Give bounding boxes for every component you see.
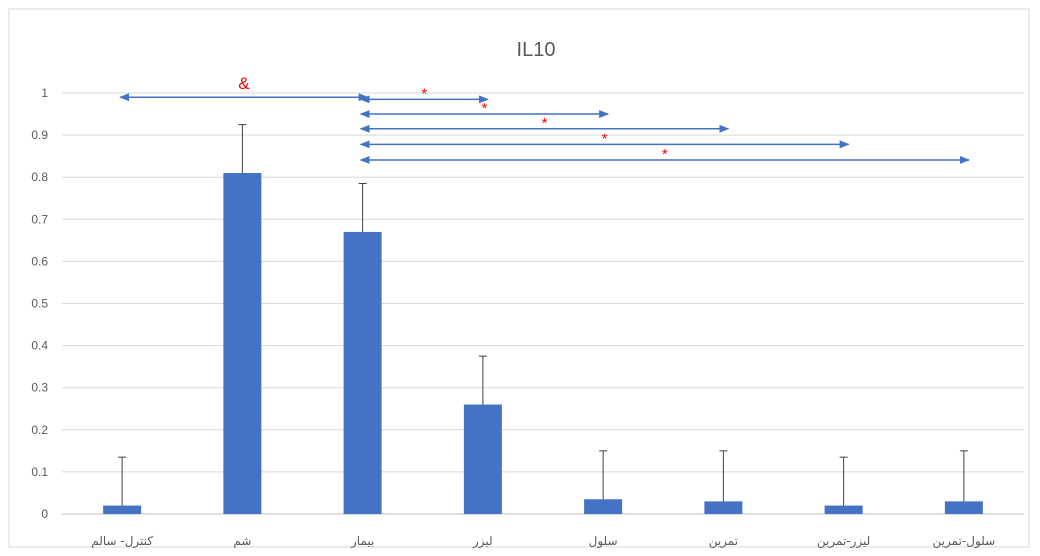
category-label: سلول-تمرین — [933, 534, 996, 549]
bar — [343, 231, 382, 514]
category-label: سلول — [589, 534, 618, 549]
y-tick-label: 0 — [41, 507, 48, 521]
category-label: بیمار — [350, 534, 374, 549]
y-tick-label: 0.6 — [31, 254, 48, 268]
significance-marker: & — [238, 74, 250, 93]
bar — [824, 505, 863, 514]
bar — [944, 501, 983, 514]
significance-marker: * — [481, 100, 487, 117]
category-label: شم — [233, 534, 251, 548]
significance-marker: * — [421, 85, 427, 102]
category-label: لیزر — [472, 534, 493, 549]
bar — [704, 501, 743, 514]
y-tick-label: 0.1 — [31, 465, 48, 479]
bar — [103, 505, 142, 514]
y-tick-label: 1 — [41, 86, 48, 100]
chart-title: IL10 — [517, 39, 556, 61]
y-tick-label: 0.9 — [31, 128, 48, 142]
y-tick-label: 0.5 — [31, 297, 48, 311]
significance-marker: * — [602, 130, 608, 147]
significance-marker: * — [542, 115, 548, 132]
bar — [463, 404, 502, 514]
bar — [223, 172, 262, 515]
y-tick-label: 0.8 — [31, 170, 48, 184]
category-label: لیزر-تمرین — [817, 534, 870, 549]
y-tick-label: 0.7 — [31, 212, 48, 226]
category-label: تمرین — [709, 534, 738, 549]
bar — [584, 499, 623, 514]
y-tick-label: 0.4 — [31, 339, 48, 353]
category-label: کنترل- سالم — [91, 534, 153, 549]
chart-border — [8, 8, 1030, 548]
y-tick-label: 0.3 — [31, 381, 48, 395]
significance-marker: * — [662, 146, 668, 163]
y-tick-label: 0.2 — [31, 423, 48, 437]
